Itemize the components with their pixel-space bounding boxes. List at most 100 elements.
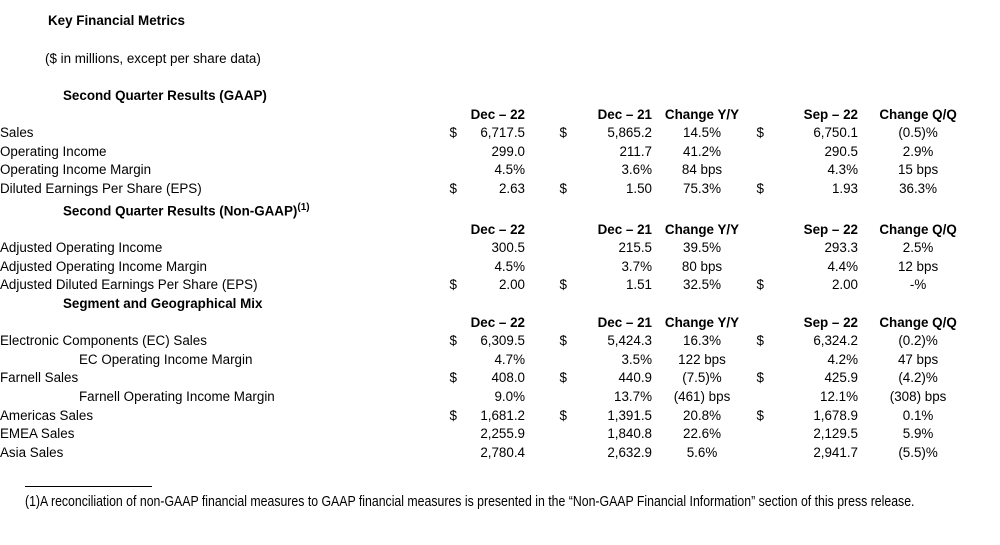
currency-symbol: $ xyxy=(449,333,457,349)
spacer-cell xyxy=(525,425,567,444)
value-dec21: 3.7% xyxy=(621,258,652,274)
column-header: Change Y/Y xyxy=(664,106,740,122)
value-sep22: 2,941.7 xyxy=(813,444,858,460)
spacer-cell xyxy=(525,388,567,407)
data-row: Adjusted Diluted Earnings Per Share (EPS… xyxy=(0,276,978,295)
value-sep22: 2.00 xyxy=(831,277,858,293)
footnote-divider xyxy=(25,486,152,488)
value-sep22: 4.2% xyxy=(827,351,858,367)
column-header: Sep – 22 xyxy=(803,314,858,330)
change-qq-value: (0.2)% xyxy=(898,333,938,349)
spacer-cell xyxy=(752,444,764,463)
value-dec21: 215.5 xyxy=(618,240,652,256)
currency-symbol: $ xyxy=(559,370,567,386)
currency-symbol: $ xyxy=(449,180,457,196)
financial-table: Second Quarter Results (GAAP) Dec – 22 Dec… xyxy=(0,87,978,462)
value-dec21: 3.5% xyxy=(621,351,652,367)
value-sep22: 4.3% xyxy=(827,162,858,178)
currency-symbol: $ xyxy=(449,125,457,141)
change-yy-value: 122 bps xyxy=(678,351,726,367)
column-header: Sep – 22 xyxy=(803,106,858,122)
value-dec21: 3.6% xyxy=(621,162,652,178)
currency-symbol: $ xyxy=(756,370,764,386)
data-row: Farnell Operating Income Margin 9.0% 13.7%… xyxy=(0,388,978,407)
section-heading-row: Second Quarter Results (Non-GAAP)(1) xyxy=(0,199,978,221)
currency-symbol: $ xyxy=(756,180,764,196)
section-heading: Second Quarter Results (GAAP) xyxy=(63,88,267,103)
change-qq-value: 5.9% xyxy=(902,426,934,442)
value-sep22: 1.93 xyxy=(831,180,858,196)
spacer-cell xyxy=(525,314,567,333)
section-heading: Second Quarter Results (Non-GAAP)(1) xyxy=(63,201,310,219)
change-qq-value: (308) bps xyxy=(889,388,947,404)
section-heading: Segment and Geographical Mix xyxy=(63,296,263,311)
data-row: Adjusted Operating Income Margin 4.5% 3.7%… xyxy=(0,258,978,277)
value-dec22: 300.5 xyxy=(491,240,525,256)
data-row: Electronic Components (EC) Sales $6,309.5… xyxy=(0,332,978,351)
value-dec21: 2,632.9 xyxy=(607,444,652,460)
value-sep22: 290.5 xyxy=(824,143,858,159)
change-yy-value: 41.2% xyxy=(683,143,721,159)
data-row: Operating Income Margin 4.5% 3.6% 84 bps 4.3… xyxy=(0,161,978,180)
row-label: Operating Income Margin xyxy=(0,162,152,178)
column-header-row: Dec – 22 Dec – 21 Change Y/Y Sep – 22 Change… xyxy=(0,314,978,333)
section-heading-row: Second Quarter Results (GAAP) xyxy=(0,87,978,106)
spacer-cell xyxy=(525,351,567,370)
spacer-cell xyxy=(0,314,435,333)
spacer-cell xyxy=(752,258,764,277)
spacer-cell xyxy=(435,425,457,444)
column-header: Dec – 22 xyxy=(470,221,525,237)
value-dec21: 211.7 xyxy=(619,143,652,159)
spacer-cell xyxy=(435,106,457,125)
row-label: Adjusted Diluted Earnings Per Share (EPS… xyxy=(0,277,258,293)
change-qq-value: (5.5)% xyxy=(898,444,938,460)
row-label: Farnell Operating Income Margin xyxy=(79,388,275,404)
value-dec22: 2.00 xyxy=(498,277,525,293)
spacer-cell xyxy=(752,239,764,258)
currency-symbol: $ xyxy=(756,407,764,423)
column-header: Dec – 21 xyxy=(597,106,652,122)
value-sep22: 6,750.1 xyxy=(813,125,858,141)
change-qq-value: (4.2)% xyxy=(898,370,938,386)
change-yy-value: 39.5% xyxy=(683,240,721,256)
spacer-cell xyxy=(435,444,457,463)
spacer-cell xyxy=(435,314,457,333)
data-row: EMEA Sales 2,255.9 1,840.8 22.6% 2,129.5 5.9% xyxy=(0,425,978,444)
change-yy-value: 84 bps xyxy=(681,162,723,178)
row-label: Americas Sales xyxy=(0,407,94,423)
value-sep22: 293.3 xyxy=(824,240,858,256)
spacer-cell xyxy=(525,444,567,463)
value-dec21: 1,391.5 xyxy=(607,407,652,423)
section-heading-row: Segment and Geographical Mix xyxy=(0,295,978,314)
change-qq-value: 36.3% xyxy=(899,180,938,196)
financial-table-body: Second Quarter Results (GAAP) Dec – 22 Dec… xyxy=(0,87,978,462)
spacer-cell xyxy=(752,388,764,407)
value-dec21: 5,865.2 xyxy=(607,125,652,141)
spacer-cell xyxy=(0,106,435,125)
spacer-cell xyxy=(752,161,764,180)
change-qq-value: 47 bps xyxy=(897,351,939,367)
spacer-cell xyxy=(525,221,567,240)
column-header: Change Q/Q xyxy=(879,221,957,237)
row-label: EC Operating Income Margin xyxy=(79,351,253,367)
currency-symbol: $ xyxy=(756,125,764,141)
data-row: Americas Sales $1,681.2 $1,391.5 20.8% $1,67… xyxy=(0,407,978,426)
change-yy-value: 5.6% xyxy=(686,444,718,460)
data-row: Diluted Earnings Per Share (EPS) $2.63 $1.… xyxy=(0,180,978,199)
column-header: Dec – 21 xyxy=(597,221,652,237)
spacer-cell xyxy=(435,351,457,370)
change-qq-value: 15 bps xyxy=(897,162,939,178)
data-row: Sales $6,717.5 $5,865.2 14.5% $6,750.1 (0.5)% xyxy=(0,124,978,143)
currency-symbol: $ xyxy=(449,407,457,423)
change-qq-value: 2.5% xyxy=(902,240,934,256)
page-subtitle: ($ in millions, except per share data) xyxy=(45,51,261,66)
spacer-cell xyxy=(435,388,457,407)
spacer-cell xyxy=(525,143,567,162)
value-sep22: 1,678.9 xyxy=(813,407,858,423)
value-dec22: 4.7% xyxy=(494,351,525,367)
change-qq-value: -% xyxy=(909,277,927,293)
value-dec22: 6,717.5 xyxy=(480,125,525,141)
data-row: Asia Sales 2,780.4 2,632.9 5.6% 2,941.7 (5.5)… xyxy=(0,444,978,463)
currency-symbol: $ xyxy=(559,333,567,349)
value-dec22: 2.63 xyxy=(498,180,525,196)
